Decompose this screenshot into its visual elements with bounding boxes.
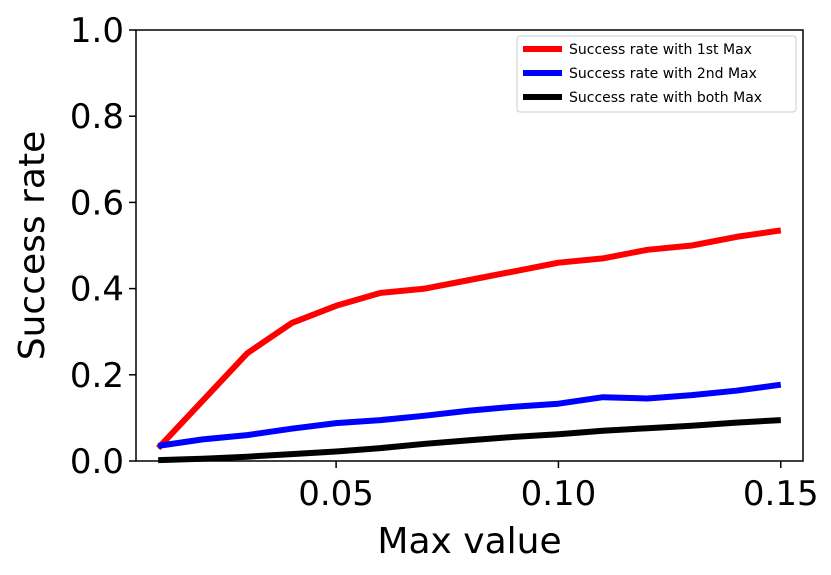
y-tick-label: 0.0 <box>70 442 124 482</box>
x-tick-label: 0.10 <box>521 474 597 514</box>
y-tick-label: 0.8 <box>70 97 124 137</box>
legend-label-2: Success rate with 2nd Max <box>569 66 757 82</box>
y-tick-label: 1.0 <box>70 11 124 51</box>
series-line-2 <box>157 381 782 449</box>
x-axis-title: Max value <box>377 521 561 562</box>
x-tick-label: 0.05 <box>298 474 374 514</box>
y-tick-label: 0.2 <box>70 356 124 396</box>
y-axis-title: Success rate <box>12 131 53 360</box>
legend: Success rate with 1st Max Success rate wi… <box>516 35 797 113</box>
legend-label-1: Success rate with 1st Max <box>569 42 752 58</box>
legend-box <box>516 35 797 113</box>
x-axis: 0.05 0.10 0.15 <box>298 461 819 514</box>
y-tick-label: 0.6 <box>70 183 124 223</box>
legend-label-3: Success rate with both Max <box>569 90 762 106</box>
series-layer <box>156 227 782 464</box>
plot-frame <box>135 29 804 462</box>
series-line-3 <box>158 417 781 464</box>
series-line-1 <box>156 227 782 451</box>
y-tick-label: 0.4 <box>70 270 124 310</box>
x-tick-label: 0.15 <box>743 474 819 514</box>
y-axis: 0.0 0.2 0.4 0.6 0.8 1.0 <box>70 11 136 482</box>
